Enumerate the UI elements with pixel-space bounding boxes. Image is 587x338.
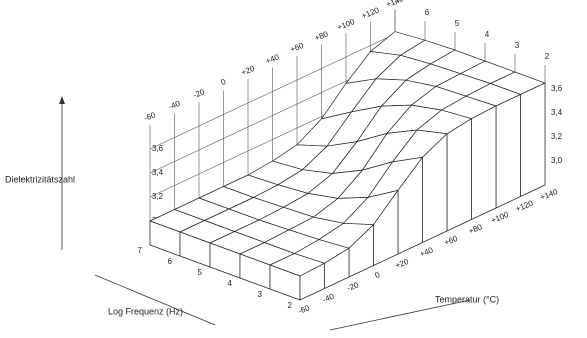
x-tick-label: +20 <box>394 257 410 271</box>
y-axis-arrow <box>94 274 216 326</box>
x-tick-label: -40 <box>167 99 182 112</box>
y-tick-label: 2 <box>288 301 293 310</box>
x-axis-label: Temperatur (°C) <box>435 294 499 304</box>
z-tick-label: 3,0 <box>551 156 563 165</box>
x-tick-label: +120 <box>514 198 535 213</box>
x-tick-label: +80 <box>313 29 329 43</box>
y-tick-label: 4 <box>228 279 233 288</box>
y-tick-label: 5 <box>455 19 460 28</box>
x-tick-label: +120 <box>360 5 381 20</box>
y-tick-label: 3 <box>258 290 263 299</box>
z-tick-label: 3,6 <box>152 144 164 153</box>
y-tick-label: 7 <box>395 0 400 6</box>
x-axis-arrow <box>329 299 471 331</box>
surface-skirt <box>299 262 325 301</box>
x-tick-label: +140 <box>385 0 406 9</box>
y-tick-label: 3 <box>515 41 520 50</box>
x-tick-label: -60 <box>143 110 158 123</box>
x-tick-label: 0 <box>220 77 228 87</box>
y-tick-label: 4 <box>485 30 490 39</box>
surface-skirt <box>495 93 521 209</box>
z-tick-label: 3,2 <box>152 192 164 201</box>
x-tick-label: +100 <box>336 17 357 32</box>
x-tick-label: -40 <box>321 292 336 305</box>
y-tick-label: 2 <box>545 52 550 61</box>
surface-skirt <box>520 82 546 198</box>
z-tick-label: 3,2 <box>551 132 563 141</box>
z-tick-label: 3,4 <box>152 168 164 177</box>
x-tick-label: +140 <box>539 187 560 202</box>
x-tick-label: +100 <box>490 210 511 225</box>
x-tick-label: +60 <box>443 234 459 248</box>
x-tick-label: -20 <box>346 280 361 293</box>
x-tick-label: +80 <box>467 222 483 236</box>
surface-skirt <box>446 118 472 232</box>
x-tick-label: +40 <box>418 245 434 259</box>
x-tick-label: +60 <box>289 41 305 55</box>
x-tick-label: +40 <box>264 52 280 66</box>
z-tick-label: 3,4 <box>551 108 563 117</box>
z-axis-label: Dielektrizitätszahl <box>5 174 75 184</box>
z-tick-label: 3,6 <box>551 84 563 93</box>
x-tick-label: -20 <box>192 87 207 100</box>
y-tick-label: 5 <box>198 268 203 277</box>
surface-skirt <box>471 105 497 221</box>
arrowhead <box>59 96 65 104</box>
x-tick-label: -60 <box>297 303 312 316</box>
x-tick-label: +20 <box>240 64 256 78</box>
y-tick-label: 6 <box>168 257 173 266</box>
x-tick-label: 0 <box>374 270 382 280</box>
y-tick-label: 7 <box>138 246 143 255</box>
back-wall-grid-line <box>149 33 396 150</box>
y-axis-label: Log Frequenz (Hz) <box>108 306 183 316</box>
y-tick-label: 6 <box>425 8 430 17</box>
